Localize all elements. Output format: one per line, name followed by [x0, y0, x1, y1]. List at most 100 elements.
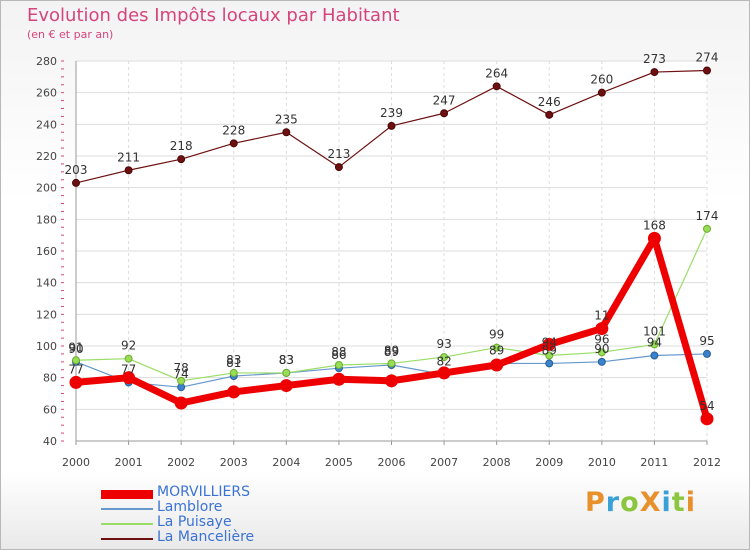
legend-label: Lamblore: [157, 499, 223, 515]
data-label-la-puisaye: 96: [594, 332, 609, 346]
data-label-lamblore: 74: [174, 367, 189, 381]
data-point-morvilliers: [279, 379, 293, 393]
data-point-morvilliers: [490, 358, 504, 372]
data-label-lamblore: 81: [226, 356, 241, 370]
y-tick-label: 180: [36, 213, 57, 226]
y-tick-label: 160: [36, 245, 57, 258]
data-point-la-puisaye: [124, 354, 133, 363]
legend-swatch: [101, 489, 153, 499]
logo-letter: t: [671, 487, 686, 518]
legend-label: La Mancelière: [157, 529, 255, 545]
x-tick-label: 2007: [430, 456, 458, 469]
logo-letter: i: [661, 487, 672, 518]
data-point-la-manceli-re: [650, 68, 659, 77]
data-point-la-manceli-re: [334, 163, 343, 172]
data-point-la-manceli-re: [440, 109, 449, 118]
data-point-la-puisaye: [545, 351, 554, 360]
data-point-la-manceli-re: [545, 110, 554, 119]
data-point-la-puisaye: [177, 376, 186, 385]
data-point-la-puisaye: [650, 340, 659, 349]
y-tick-label: 280: [36, 55, 57, 68]
data-point-morvilliers: [332, 372, 346, 386]
data-label-la-puisaye: 83: [226, 353, 241, 367]
logo-letter: X: [639, 487, 662, 518]
logo-letter: P: [585, 487, 606, 518]
data-point-la-manceli-re: [177, 155, 186, 164]
data-point-morvilliers: [385, 374, 398, 388]
data-point-lamblore: [545, 359, 554, 368]
x-tick-label: 2006: [378, 456, 406, 469]
data-point-la-manceli-re: [229, 139, 238, 148]
data-label-la-puisaye: 91: [68, 340, 83, 354]
data-label-la-puisaye: 94: [542, 336, 557, 350]
logo-letter: r: [605, 487, 621, 518]
data-point-la-puisaye: [229, 368, 238, 377]
x-tick-label: 2010: [588, 456, 616, 469]
data-point-la-manceli-re: [597, 88, 606, 97]
legend-swatch: [101, 538, 153, 540]
data-label-lamblore: 89: [542, 343, 557, 357]
data-point-la-puisaye: [703, 224, 711, 233]
data-label-morvilliers: 77: [68, 362, 83, 376]
data-point-la-puisaye: [597, 348, 606, 357]
data-point-morvilliers: [647, 231, 661, 245]
data-label-lamblore: 94: [647, 336, 662, 350]
legend-swatch: [101, 523, 153, 525]
logo-letter: i: [685, 487, 696, 518]
data-label-morvilliers: 168: [643, 218, 666, 232]
data-point-la-manceli-re: [72, 178, 80, 187]
y-tick-label: 80: [43, 372, 57, 385]
chart-title: Evolution des Impôts locaux par Habitant: [27, 5, 400, 26]
y-tick-label: 60: [43, 403, 57, 416]
legend-label: La Puisaye: [157, 514, 232, 530]
data-label-la-manceli-re: 247: [433, 93, 456, 107]
data-point-la-puisaye: [492, 343, 501, 352]
data-label-lamblore: 90: [68, 342, 83, 356]
x-tick-label: 2011: [640, 456, 668, 469]
data-label-la-puisaye: 101: [643, 324, 666, 338]
data-label-lamblore: 77: [121, 362, 136, 376]
x-tick-label: 2012: [693, 456, 721, 469]
data-label-la-manceli-re: 228: [222, 123, 245, 137]
data-label-lamblore: 90: [594, 342, 609, 356]
data-label-morvilliers: 11: [594, 309, 609, 323]
data-point-morvilliers: [69, 375, 83, 389]
data-point-morvilliers: [700, 412, 714, 426]
logo-letter: o: [620, 487, 640, 518]
data-label-lamblore: 86: [331, 348, 346, 362]
data-label-la-puisaye: 93: [436, 337, 451, 351]
data-label-lamblore: 89: [384, 345, 399, 359]
data-label-la-manceli-re: 246: [538, 95, 561, 109]
data-label-la-puisaye: 92: [121, 339, 136, 353]
x-tick-label: 2000: [62, 456, 90, 469]
data-label-la-manceli-re: 239: [380, 106, 403, 120]
y-tick-label: 220: [36, 150, 57, 163]
data-label-lamblore: 83: [279, 353, 294, 367]
data-point-la-puisaye: [282, 368, 291, 377]
data-point-la-puisaye: [72, 356, 80, 365]
data-label-la-puisaye: 83: [279, 353, 294, 367]
data-point-morvilliers: [595, 322, 609, 336]
data-point-la-manceli-re: [282, 128, 291, 137]
y-tick-label: 260: [36, 87, 57, 100]
data-point-la-manceli-re: [703, 66, 711, 75]
data-label-la-puisaye: 89: [384, 343, 399, 357]
data-label-la-manceli-re: 264: [485, 66, 508, 80]
legend-swatch: [101, 508, 153, 510]
data-label-la-manceli-re: 218: [170, 139, 193, 153]
proxiti-logo: ProXiti: [585, 487, 696, 518]
data-point-la-manceli-re: [387, 121, 396, 130]
data-label-la-manceli-re: 273: [643, 52, 666, 66]
data-point-la-puisaye: [334, 361, 343, 369]
legend-label: MORVILLIERS: [157, 484, 250, 500]
data-label-la-manceli-re: 274: [696, 51, 719, 65]
data-point-morvilliers: [437, 366, 451, 380]
data-point-morvilliers: [174, 396, 188, 410]
x-tick-label: 2005: [325, 456, 353, 469]
data-point-la-puisaye: [440, 353, 449, 362]
x-tick-label: 2008: [483, 456, 511, 469]
data-label-la-manceli-re: 235: [275, 112, 298, 126]
data-label-la-puisaye: 99: [489, 328, 504, 342]
data-label-lamblore: 95: [699, 334, 714, 348]
